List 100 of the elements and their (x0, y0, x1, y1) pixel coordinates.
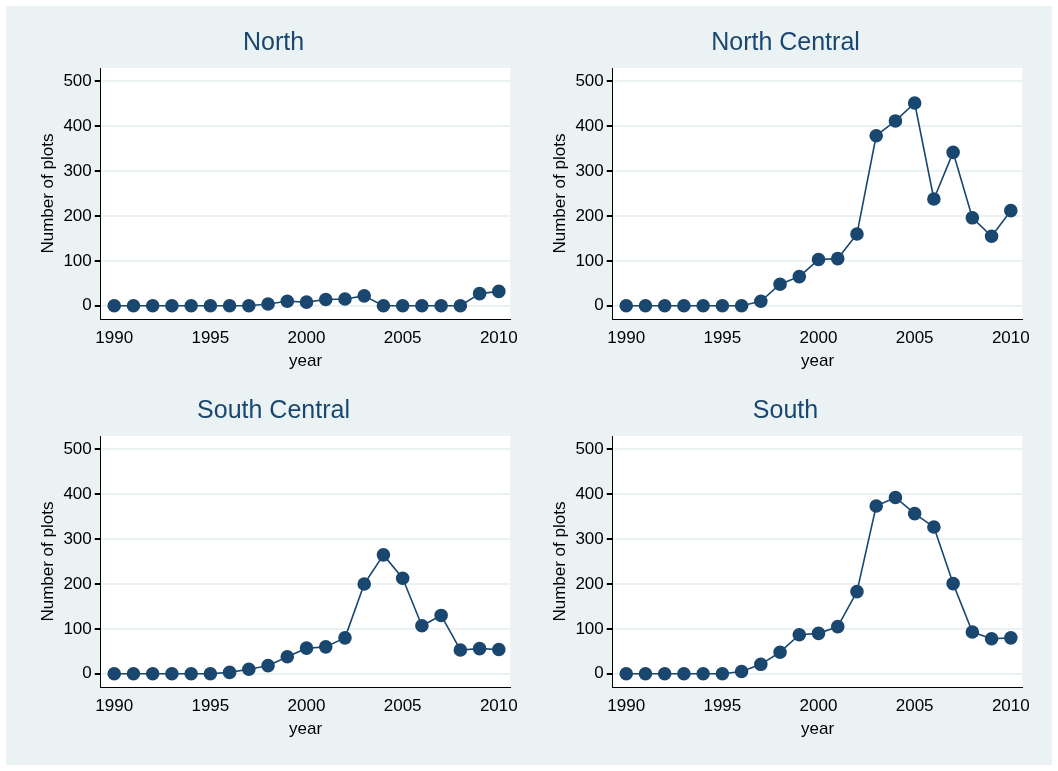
y-tick-label: 0 (82, 295, 92, 315)
x-tick-label: 2010 (479, 328, 518, 348)
x-tick-label: 2000 (799, 696, 838, 716)
point (619, 298, 634, 313)
x-tick-label: 2000 (799, 328, 838, 348)
point (242, 662, 256, 677)
point (677, 666, 691, 681)
point (984, 631, 999, 646)
point (830, 619, 845, 634)
point (927, 192, 941, 206)
y-tick-label: 400 (575, 116, 604, 135)
point (638, 298, 653, 313)
y-tick-label: 100 (575, 250, 604, 270)
x-tick-label: 2000 (287, 696, 326, 716)
y-tick-label: 400 (575, 484, 604, 503)
point (472, 641, 487, 656)
point (395, 571, 410, 585)
x-tick-label: 1990 (95, 696, 134, 716)
point (773, 277, 787, 292)
point (338, 631, 352, 645)
point (792, 627, 807, 642)
point (907, 96, 922, 110)
point (946, 576, 960, 591)
point (830, 251, 845, 266)
point (657, 298, 672, 313)
y-tick-label: 0 (82, 663, 92, 683)
point (850, 227, 864, 241)
x-tick-label: 2010 (991, 696, 1030, 716)
chart-title: South Central (197, 394, 350, 423)
y-axis-title: Number of plots (549, 501, 569, 622)
point (715, 666, 730, 681)
point (280, 649, 295, 664)
point (638, 666, 653, 681)
point (299, 641, 314, 655)
x-tick-label: 1995 (191, 328, 230, 348)
point (165, 666, 179, 681)
x-tick-label: 2000 (287, 328, 326, 348)
point (657, 666, 672, 681)
x-tick-label: 2010 (991, 328, 1030, 348)
point (946, 145, 960, 160)
point (203, 666, 218, 681)
point (888, 490, 903, 505)
point (357, 577, 371, 591)
y-tick-label: 500 (575, 439, 604, 459)
chart-title: North Central (711, 26, 860, 55)
x-tick-label: 2005 (383, 328, 422, 348)
point (492, 642, 506, 657)
x-tick-label: 2010 (479, 696, 518, 716)
y-tick-label: 200 (575, 573, 604, 593)
y-tick-label: 300 (63, 528, 92, 548)
point (792, 269, 807, 284)
point (318, 640, 333, 654)
point (677, 298, 691, 313)
y-tick-label: 300 (575, 528, 604, 548)
x-axis-title: year (289, 719, 323, 739)
point (107, 666, 122, 681)
point (734, 664, 749, 679)
x-tick-label: 1995 (191, 696, 230, 716)
point (965, 211, 980, 225)
x-axis-title: year (801, 719, 835, 739)
point (145, 666, 160, 681)
y-tick-label: 0 (594, 295, 604, 315)
point (1004, 631, 1018, 645)
point (696, 298, 710, 313)
y-tick-label: 500 (63, 71, 92, 91)
y-axis-title: Number of plots (37, 133, 57, 254)
point (811, 252, 826, 267)
point (965, 625, 980, 639)
x-tick-label: 1995 (703, 328, 742, 348)
y-tick-label: 300 (63, 160, 92, 180)
point (619, 666, 634, 681)
point (811, 626, 826, 641)
point (415, 618, 429, 633)
x-tick-label: 1990 (607, 328, 646, 348)
point (850, 584, 864, 599)
point (453, 643, 468, 657)
point (984, 229, 999, 244)
point (1004, 203, 1018, 218)
point (715, 298, 730, 313)
chart-title: North (242, 26, 305, 55)
point (434, 608, 448, 623)
y-tick-label: 400 (63, 484, 92, 503)
y-tick-label: 300 (575, 160, 604, 180)
y-axis-title: Number of plots (549, 133, 569, 254)
point (222, 665, 237, 680)
point (696, 666, 710, 681)
x-tick-label: 2005 (383, 696, 422, 716)
x-tick-label: 1995 (703, 696, 742, 716)
y-tick-label: 200 (63, 205, 92, 225)
chart-title: South (752, 394, 819, 423)
x-axis-title: year (801, 351, 835, 371)
point (907, 506, 922, 521)
y-tick-label: 200 (63, 573, 92, 593)
x-tick-label: 2005 (895, 328, 934, 348)
y-tick-label: 100 (63, 618, 92, 638)
point (734, 298, 749, 313)
x-tick-label: 1990 (607, 696, 646, 716)
y-axis-title: Number of plots (37, 501, 57, 622)
point (126, 666, 141, 681)
point (888, 114, 903, 128)
